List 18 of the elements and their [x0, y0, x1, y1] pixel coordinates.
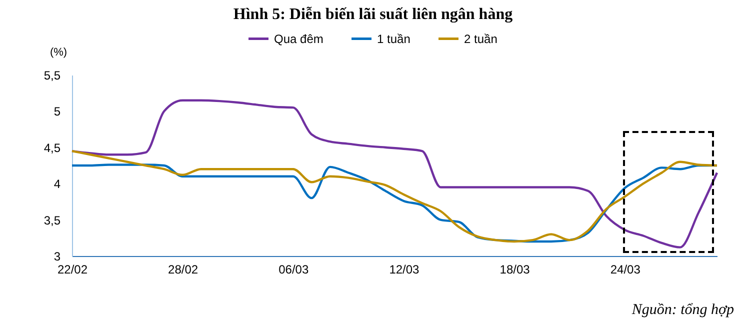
chart-title: Hình 5: Diễn biến lãi suất liên ngân hàng [232, 6, 514, 24]
y-axis-title: (%) [50, 46, 68, 58]
legend-label: Qua đêm [274, 32, 324, 46]
y-tick-label: 3,5 [44, 213, 61, 228]
text: Nguồn: tổng hợp [632, 302, 734, 319]
x-tick-label: 24/03 [610, 262, 641, 276]
y-tick-label: 4 [54, 177, 61, 192]
x-tick-label: 28/02 [168, 262, 198, 276]
x-tick-label: 12/03 [389, 262, 420, 276]
y-tick-label: 5 [54, 104, 61, 119]
legend-label: 2 tuần [464, 32, 498, 46]
x-tick-label: 18/03 [500, 262, 530, 276]
y-tick-label: 5,5 [44, 68, 61, 82]
x-tick-label: 22/02 [57, 262, 88, 276]
y-tick-label: 3 [54, 250, 61, 264]
y-tick-label: 4,5 [44, 140, 61, 155]
x-tick-label: 06/03 [278, 262, 309, 276]
legend-label: 1 tuần [377, 32, 410, 46]
